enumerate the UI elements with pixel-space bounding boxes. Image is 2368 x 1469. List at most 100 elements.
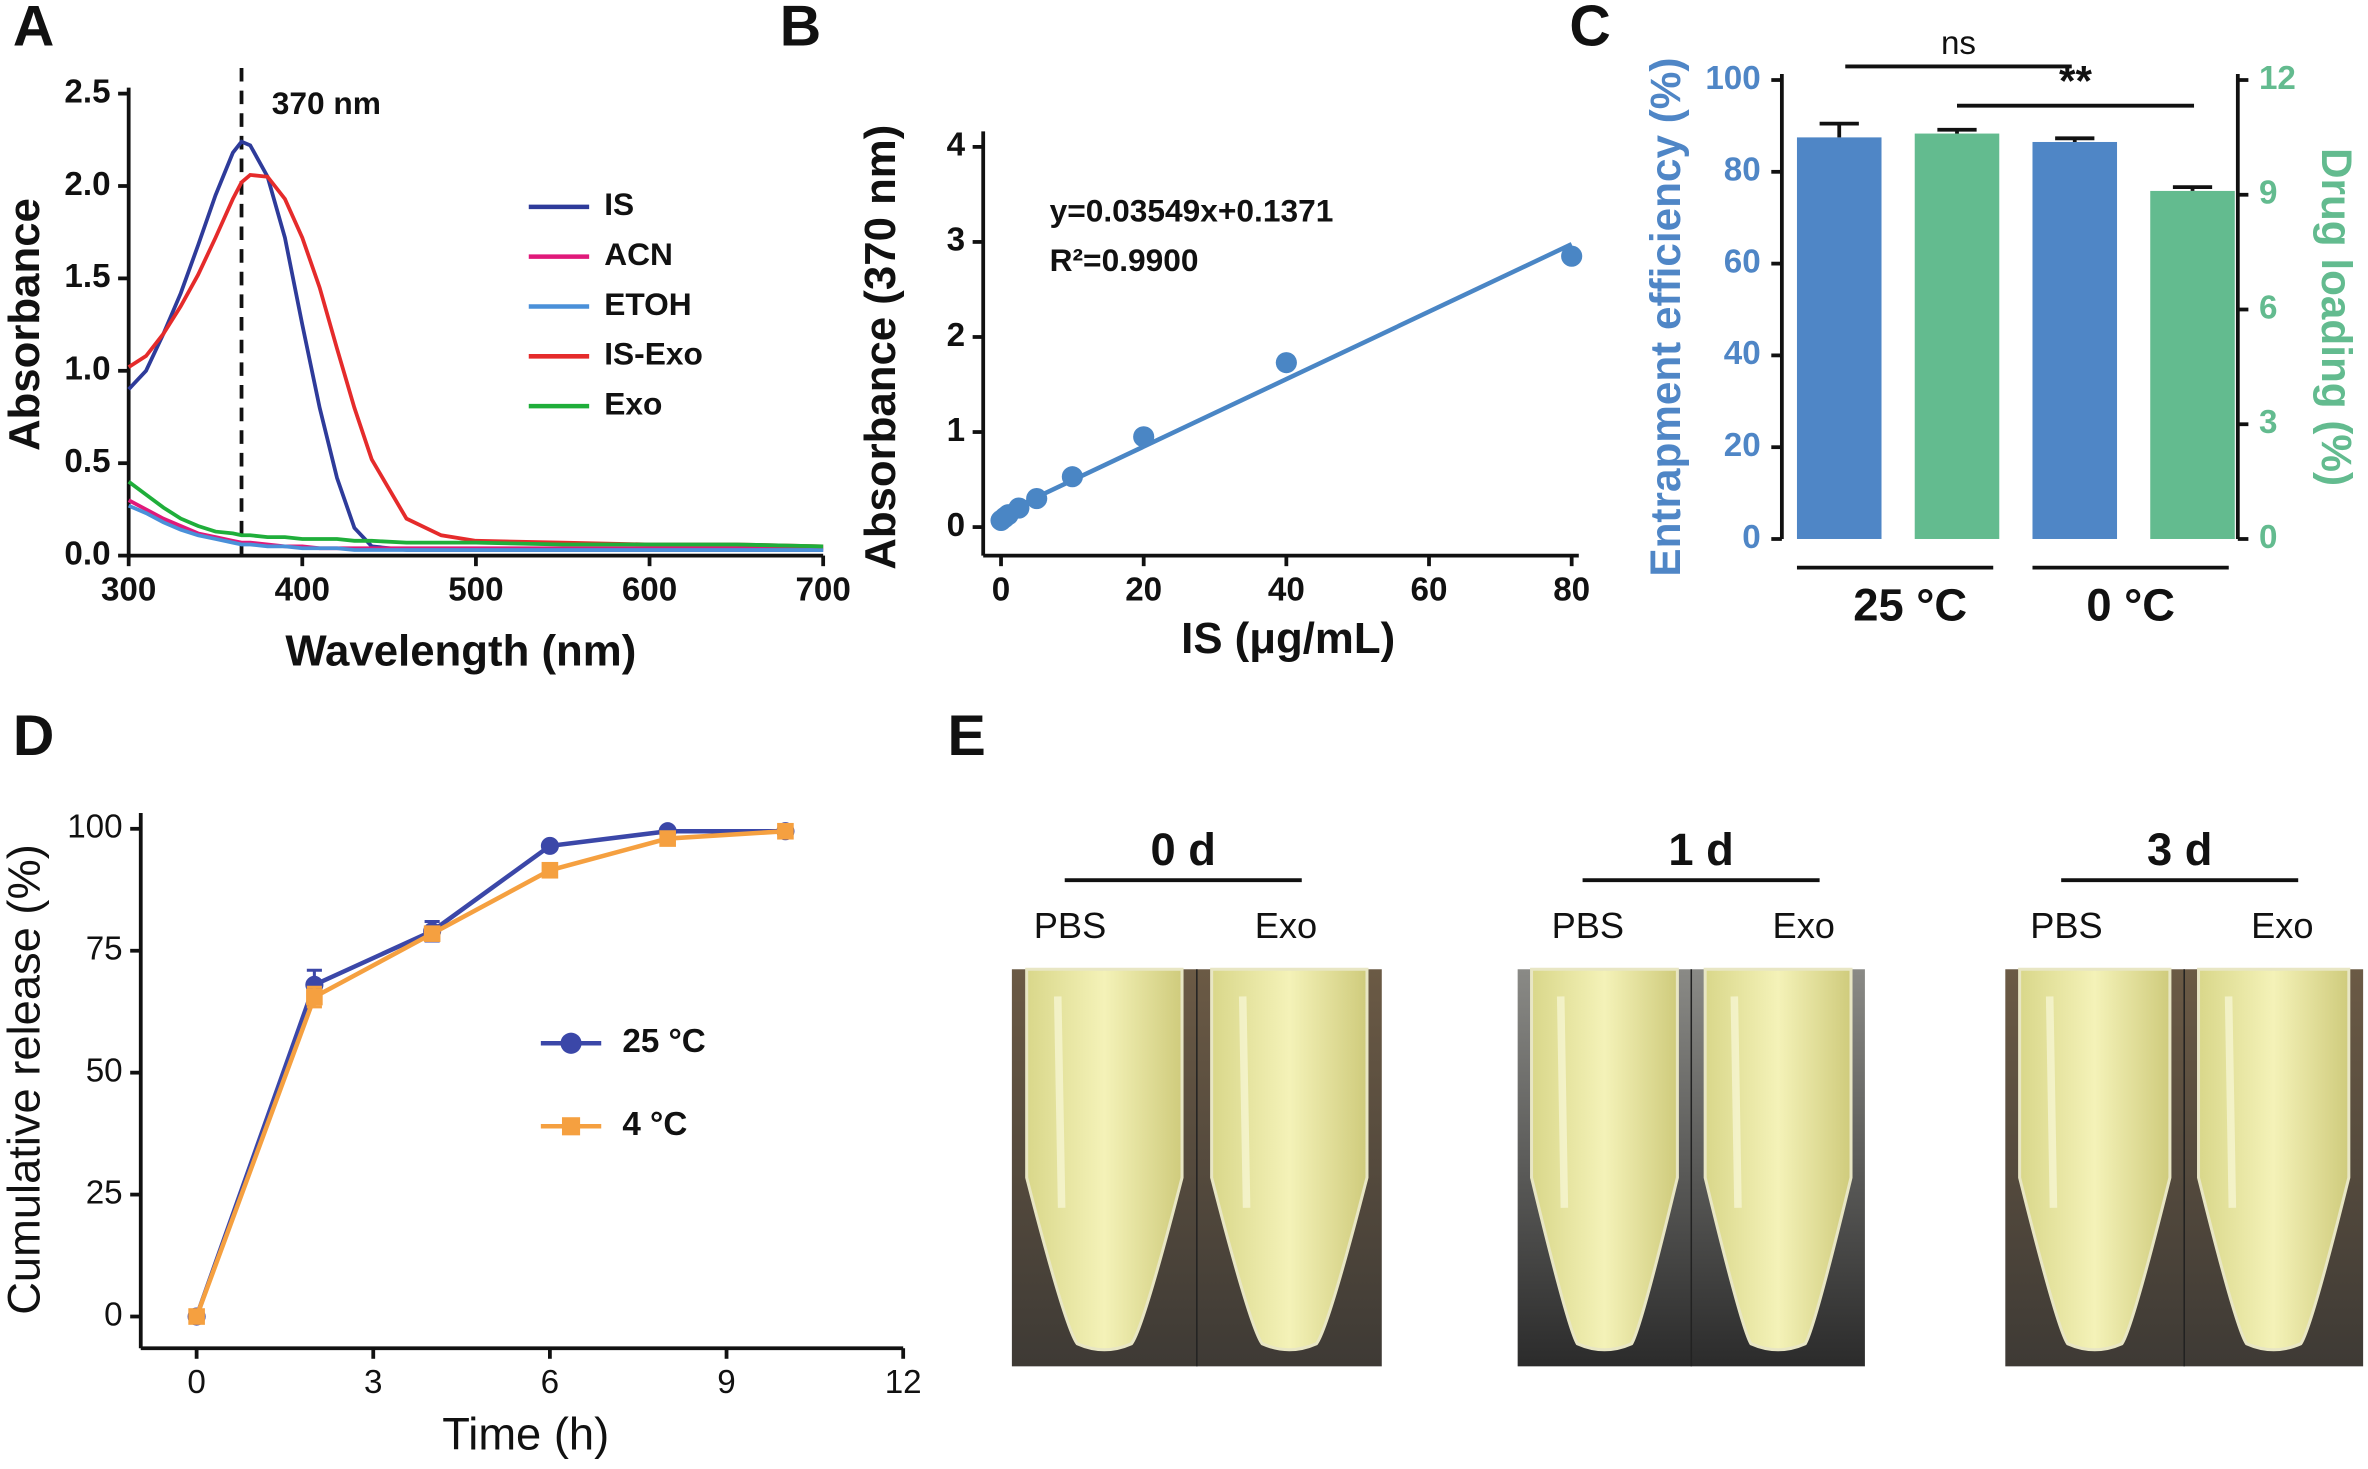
tube-highlight <box>1730 996 1742 1208</box>
x-tick-label: 600 <box>622 572 677 609</box>
sample-label: Exo <box>1773 905 1835 946</box>
legend-marker <box>560 1032 582 1054</box>
tube <box>2018 967 2172 1352</box>
tube <box>1703 967 1853 1352</box>
x-tick-label: 12 <box>885 1364 922 1401</box>
time-label: 0 d <box>1151 824 1216 875</box>
panel-label: A <box>13 0 54 58</box>
point <box>1561 245 1583 267</box>
error-bar <box>1819 121 1859 138</box>
y-tick-label: 2.0 <box>64 166 110 203</box>
time-label: 1 d <box>1668 824 1733 875</box>
panel-label: D <box>13 704 54 768</box>
annotation: y=0.03549x+0.1371 <box>1050 192 1334 228</box>
time-label: 3 d <box>2147 824 2212 875</box>
error-bar <box>2055 136 2095 142</box>
y-axis-label: Absorbance (370 nm) <box>856 125 905 570</box>
x-axis-label: IS (μg/mL) <box>1181 614 1395 663</box>
legend-marker <box>561 1117 581 1136</box>
y2-tick-label: 3 <box>2259 404 2277 441</box>
y-tick-label: 2 <box>947 317 965 354</box>
tube-highlight <box>1556 996 1569 1208</box>
tube <box>1025 967 1184 1352</box>
bar <box>1796 137 1882 539</box>
x-tick-label: 0 <box>187 1364 205 1401</box>
series-line <box>194 828 786 1318</box>
x-tick-label: 9 <box>717 1364 735 1401</box>
tube-highlight <box>2045 996 2058 1208</box>
x-tick-label: 40 <box>1268 572 1305 609</box>
sample-label: PBS <box>2030 905 2102 946</box>
x-tick-label: 20 <box>1125 572 1162 609</box>
marker <box>659 830 676 847</box>
annotation: R²=0.9900 <box>1050 242 1199 278</box>
error-bar <box>2172 185 2213 191</box>
fit-line <box>1000 242 1573 517</box>
y-tick-label: 0 <box>1742 519 1760 556</box>
sample-label: PBS <box>1034 905 1106 946</box>
sample-label: Exo <box>1255 905 1317 946</box>
bar <box>2032 141 2118 539</box>
y-tick-label: 0.0 <box>64 535 110 572</box>
point <box>1008 497 1030 519</box>
legend-label: Exo <box>604 386 662 422</box>
x-tick-label: 0 <box>992 572 1010 609</box>
panel-label: E <box>947 704 985 768</box>
y-tick-label: 80 <box>1724 152 1761 189</box>
legend-label: 4 °C <box>622 1106 687 1143</box>
x-axis-label: Wavelength (nm) <box>285 626 636 675</box>
x-tick-label: 400 <box>275 572 330 609</box>
y2-tick-label: 0 <box>2259 519 2277 556</box>
x-tick-label: 80 <box>1553 572 1590 609</box>
y-tick-label: 1.0 <box>64 351 110 388</box>
y-tick-label: 100 <box>67 809 122 846</box>
y-tick-label: 40 <box>1724 335 1761 372</box>
series-line <box>194 828 786 1318</box>
legend-label: ETOH <box>604 286 691 322</box>
legend-label: 25 °C <box>622 1023 705 1060</box>
legend-label: IS-Exo <box>604 336 703 372</box>
tube-highlight <box>1238 996 1251 1208</box>
bar <box>1914 133 2000 539</box>
x-tick-label: 6 <box>541 1364 559 1401</box>
y-tick-label: 0 <box>104 1296 122 1333</box>
tube-highlight <box>2224 996 2237 1208</box>
x-tick-label: 25 °C <box>1853 579 1967 630</box>
point <box>1061 466 1083 488</box>
y-tick-label: 4 <box>947 127 966 164</box>
point <box>1026 487 1048 510</box>
tube-highlight <box>1053 996 1066 1208</box>
annotation: 370 nm <box>272 85 381 121</box>
point <box>1133 426 1155 448</box>
x-tick-label: 0 °C <box>2086 579 2175 630</box>
marker <box>540 836 559 855</box>
y-tick-label: 20 <box>1724 427 1761 464</box>
marker <box>423 925 441 942</box>
y-tick-label: 100 <box>1705 60 1760 97</box>
legend-label: IS <box>604 186 634 222</box>
tube <box>1210 967 1369 1352</box>
y-tick-label: 0.5 <box>64 443 110 480</box>
sample-label: Exo <box>2251 905 2313 946</box>
y-tick-label: 0 <box>947 507 965 544</box>
marker <box>306 988 323 1006</box>
y2-tick-label: 12 <box>2259 60 2296 97</box>
marker <box>541 861 559 879</box>
marker <box>188 1308 205 1325</box>
y-axis-label: Cumulative release (%) <box>0 844 49 1315</box>
y-tick-label: 1 <box>947 412 965 449</box>
legend-label: ACN <box>604 236 673 272</box>
series-line <box>127 480 824 549</box>
series-line <box>127 172 824 549</box>
panel-label: C <box>1569 0 1610 58</box>
y-tick-label: 50 <box>86 1052 123 1089</box>
y-tick-label: 60 <box>1724 243 1761 280</box>
point <box>1275 352 1297 374</box>
x-axis-label: Time (h) <box>442 1408 609 1459</box>
series-line <box>127 503 824 552</box>
y-tick-label: 25 <box>86 1174 123 1211</box>
tube <box>1530 967 1679 1352</box>
y2-tick-label: 6 <box>2259 289 2277 326</box>
x-tick-label: 700 <box>795 572 850 609</box>
